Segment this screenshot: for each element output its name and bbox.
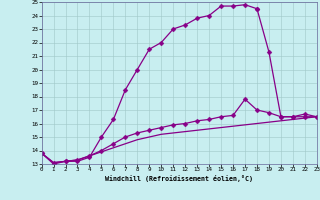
X-axis label: Windchill (Refroidissement éolien,°C): Windchill (Refroidissement éolien,°C) bbox=[105, 175, 253, 182]
